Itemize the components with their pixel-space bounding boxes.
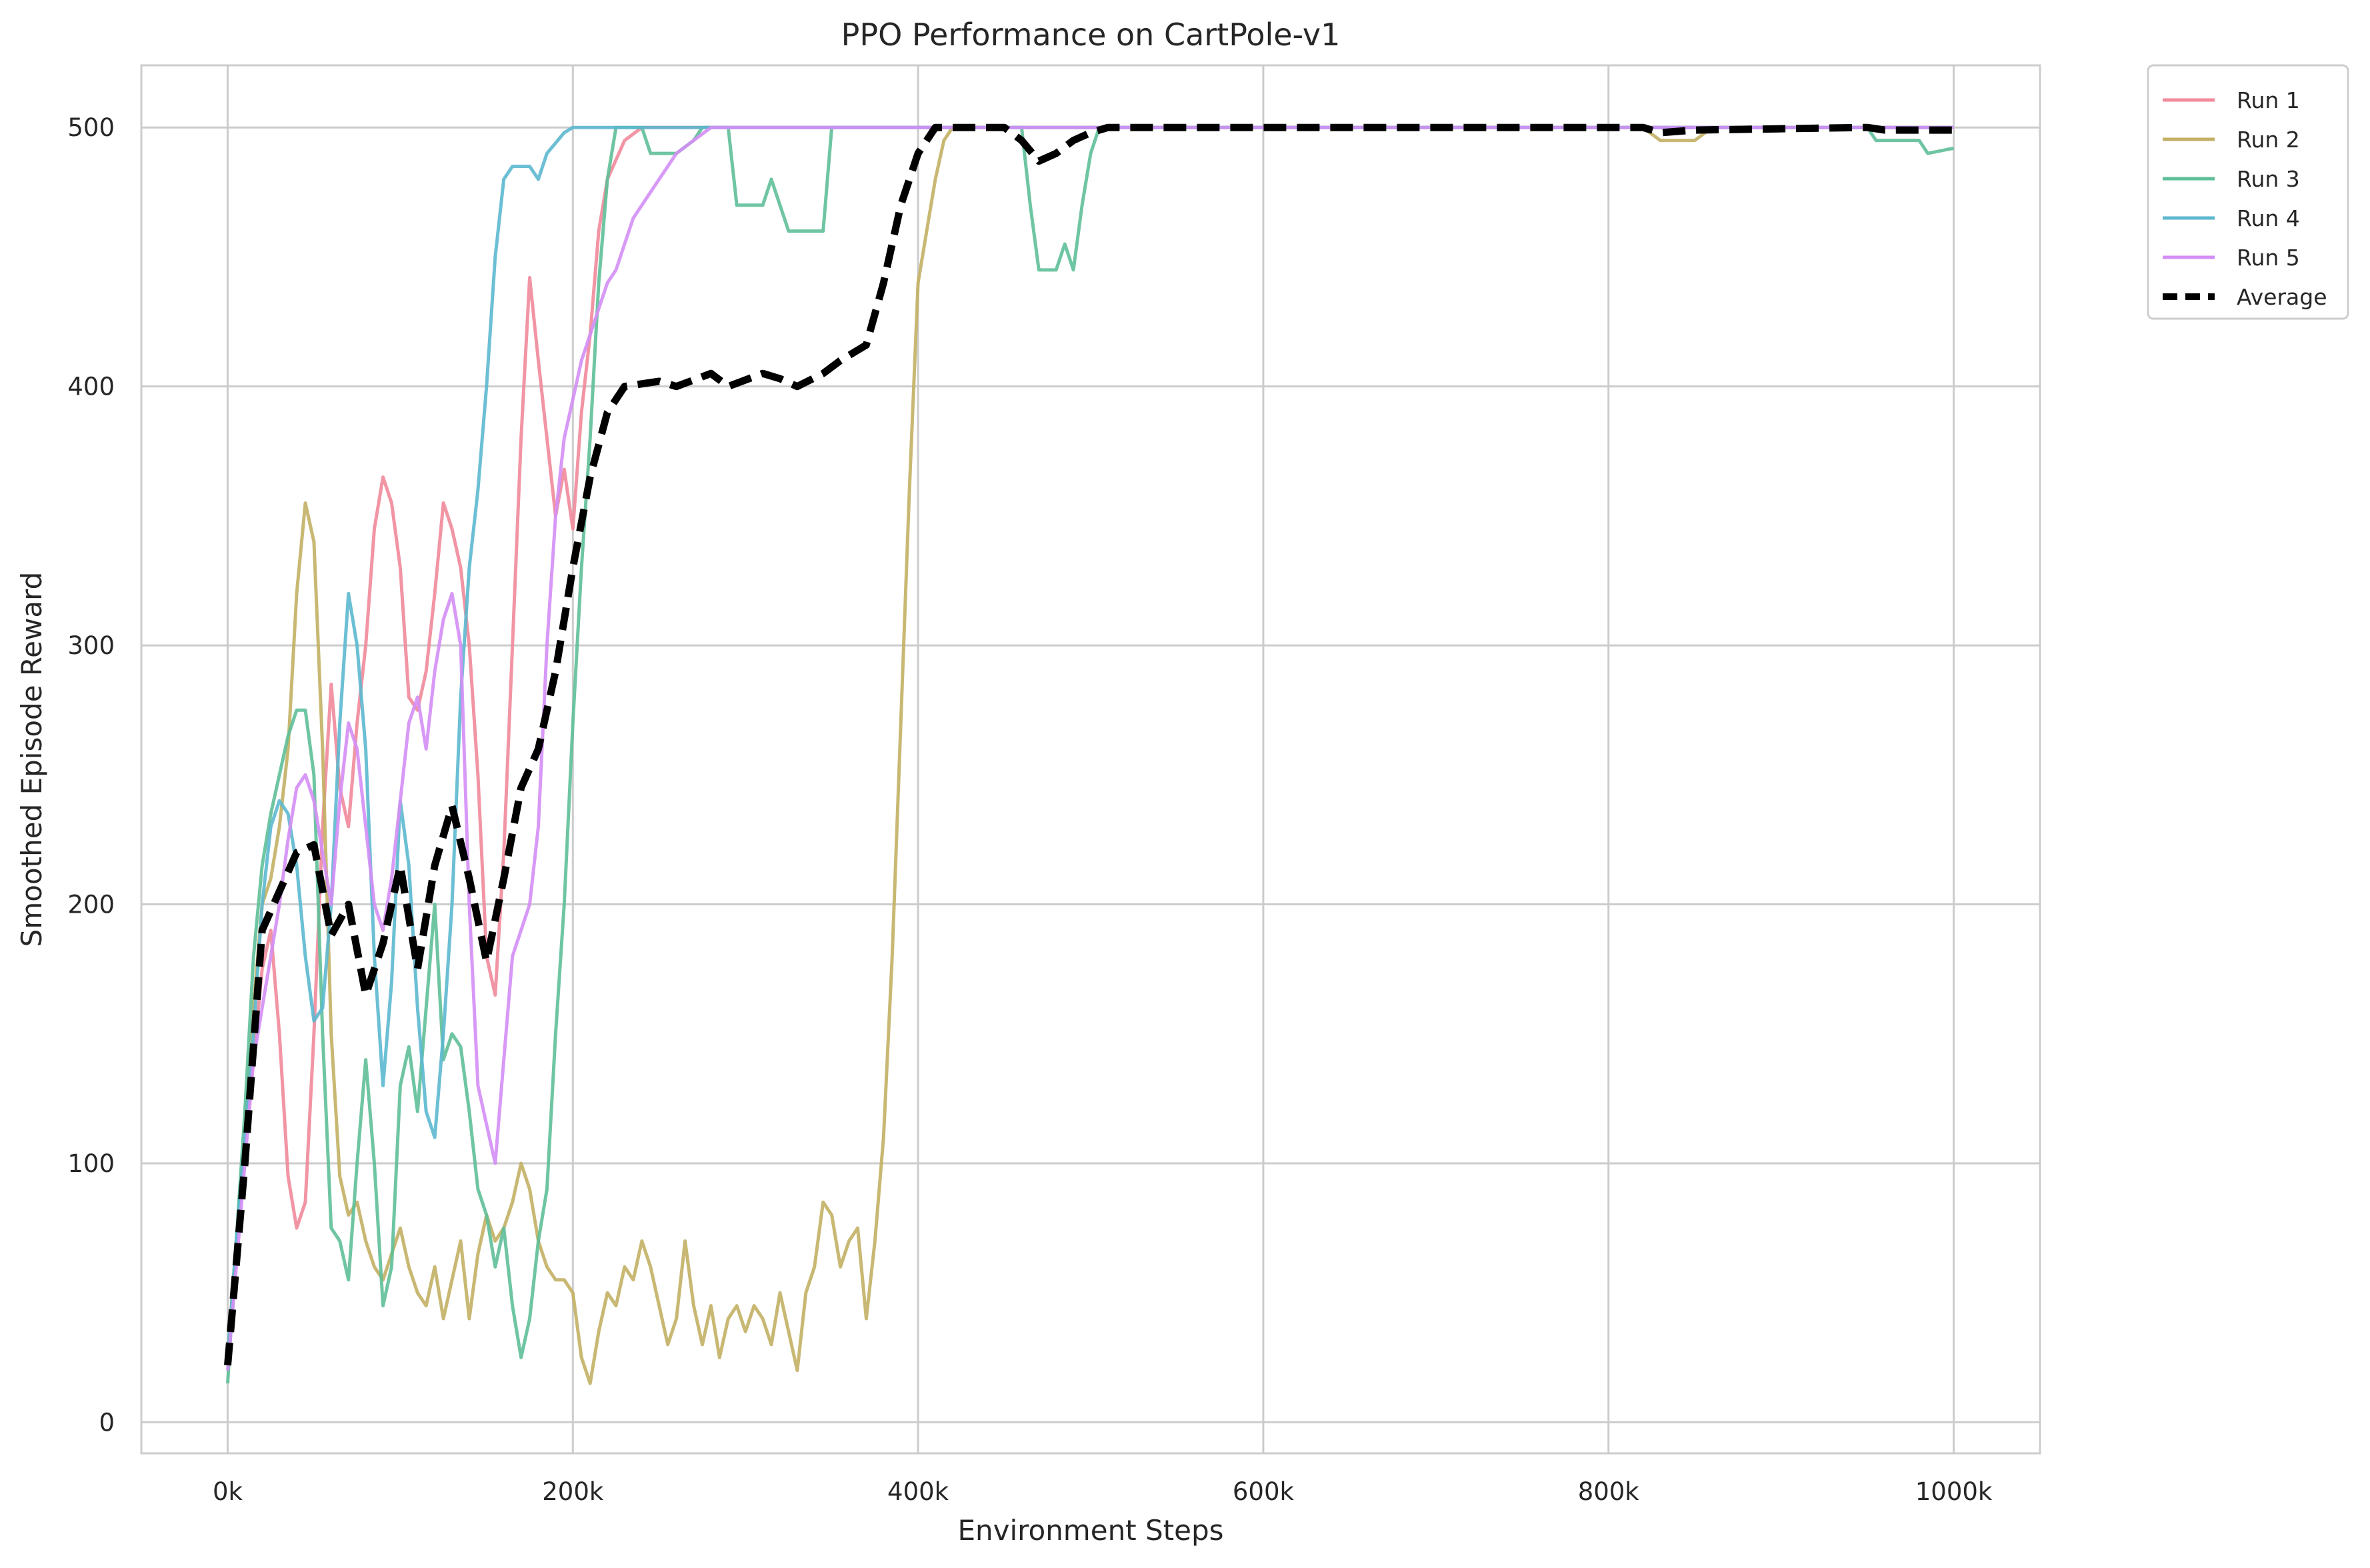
legend-label: Run 2 (2237, 127, 2300, 153)
y-tick-label: 0 (99, 1408, 115, 1437)
legend-label: Run 1 (2237, 87, 2300, 113)
y-tick-label: 200 (67, 891, 115, 919)
y-tick-label: 400 (67, 373, 115, 401)
x-tick-label: 800k (1578, 1477, 1640, 1506)
ticks: 0k 200k 400k 600k 800k 1000k 0 100 200 300 400 500 (67, 113, 1993, 1506)
legend: Run 1 Run 2 Run 3 Run 4 Run 5 Average (2147, 64, 2349, 320)
legend-label: Run 5 (2237, 245, 2300, 271)
y-tick-label: 300 (67, 631, 115, 660)
x-tick-label: 200k (542, 1477, 604, 1506)
series-layer (224, 123, 1954, 1385)
y-tick-label: 500 (67, 113, 115, 142)
series-line-run-5 (226, 125, 1954, 1371)
series-line-average (224, 123, 1954, 1366)
chart-title: PPO Performance on CartPole-v1 (841, 17, 1341, 53)
series-line-run-1 (226, 125, 1954, 1358)
y-axis-label: Smoothed Episode Reward (15, 572, 48, 947)
x-tick-label: 600k (1233, 1477, 1295, 1506)
y-tick-label: 100 (67, 1149, 115, 1178)
legend-label: Run 3 (2237, 166, 2300, 192)
x-axis-label: Environment Steps (957, 1514, 1223, 1547)
x-tick-label: 0k (213, 1477, 243, 1506)
series-line-run-3 (226, 125, 1954, 1384)
plot-area (140, 64, 2041, 1455)
legend-label: Average (2237, 284, 2327, 310)
x-tick-label: 1000k (1915, 1477, 1993, 1506)
legend-label: Run 4 (2237, 205, 2300, 231)
legend-box (2147, 64, 2349, 320)
x-tick-label: 400k (887, 1477, 949, 1506)
